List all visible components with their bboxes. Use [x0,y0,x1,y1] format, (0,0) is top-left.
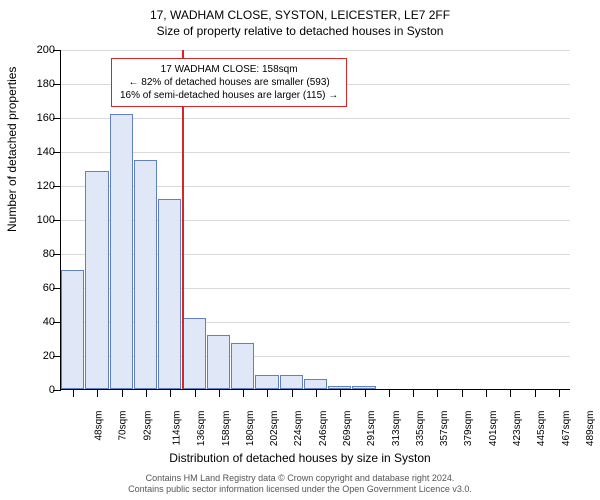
y-tick-label: 160 [37,112,55,124]
x-tick-label: 158sqm [221,411,232,447]
y-tick-label: 60 [43,282,55,294]
x-tick-label: 423sqm [512,411,523,447]
x-tick [195,389,196,397]
title-sub: Size of property relative to detached ho… [0,22,600,38]
x-tick-label: 335sqm [415,411,426,447]
x-tick [267,389,268,397]
x-tick [146,389,147,397]
y-tick-label: 0 [49,384,55,396]
x-tick [122,389,123,397]
y-tick-label: 80 [43,248,55,260]
x-tick [413,389,414,397]
y-tick-label: 200 [37,44,55,56]
x-tick-label: 401sqm [488,411,499,447]
y-tick-label: 120 [37,180,55,192]
y-tick-label: 180 [37,78,55,90]
x-tick [219,389,220,397]
grid-line [61,152,570,153]
x-tick [340,389,341,397]
x-tick-label: 269sqm [342,411,353,447]
y-tick-label: 140 [37,146,55,158]
histogram-bar [280,375,303,389]
x-tick [559,389,560,397]
histogram-bar [182,318,205,389]
x-tick-label: 379sqm [464,411,475,447]
grid-line [61,50,570,51]
histogram-plot: 17 WADHAM CLOSE: 158sqm← 82% of detached… [60,50,570,390]
footer-line2: Contains public sector information licen… [0,484,600,496]
x-tick-label: 489sqm [585,411,596,447]
x-tick-label: 246sqm [318,411,329,447]
x-tick-label: 92sqm [142,411,153,441]
chart-area: 17 WADHAM CLOSE: 158sqm← 82% of detached… [60,50,570,410]
histogram-bar [231,343,254,389]
x-tick [535,389,536,397]
x-tick-label: 136sqm [196,411,207,447]
histogram-bar [207,335,230,389]
y-tick-label: 20 [43,350,55,362]
histogram-bar [255,375,278,389]
x-tick-label: 467sqm [561,411,572,447]
footer: Contains HM Land Registry data © Crown c… [0,473,600,496]
x-tick-label: 357sqm [439,411,450,447]
x-tick [389,389,390,397]
annotation-box: 17 WADHAM CLOSE: 158sqm← 82% of detached… [111,58,347,107]
x-tick [97,389,98,397]
grid-line [61,118,570,119]
x-axis-label: Distribution of detached houses by size … [0,451,600,465]
histogram-bar [85,171,108,389]
x-tick-label: 202sqm [269,411,280,447]
title-main: 17, WADHAM CLOSE, SYSTON, LEICESTER, LE7… [0,0,600,22]
annotation-line2: ← 82% of detached houses are smaller (59… [120,76,338,89]
histogram-bar [304,379,327,389]
x-tick-label: 70sqm [118,411,129,441]
x-tick [510,389,511,397]
histogram-bar [158,199,181,389]
x-tick [365,389,366,397]
y-tick-label: 40 [43,316,55,328]
annotation-line3: 16% of semi-detached houses are larger (… [120,89,338,102]
x-tick [170,389,171,397]
histogram-bar [61,270,84,389]
x-tick-label: 114sqm [171,411,182,446]
x-tick [316,389,317,397]
x-tick [462,389,463,397]
x-tick-label: 291sqm [366,411,377,447]
x-tick [292,389,293,397]
x-tick-label: 445sqm [536,411,547,447]
x-tick-label: 180sqm [245,411,256,447]
y-tick-label: 100 [37,214,55,226]
x-tick-label: 48sqm [94,411,105,441]
x-tick [73,389,74,397]
x-tick-label: 313sqm [391,411,402,447]
footer-line1: Contains HM Land Registry data © Crown c… [0,473,600,485]
x-tick-label: 224sqm [294,411,305,447]
x-tick [437,389,438,397]
annotation-line1: 17 WADHAM CLOSE: 158sqm [120,63,338,76]
x-tick [243,389,244,397]
x-tick [486,389,487,397]
y-axis-label: Number of detached properties [5,67,19,232]
histogram-bar [110,114,133,389]
histogram-bar [134,160,157,390]
